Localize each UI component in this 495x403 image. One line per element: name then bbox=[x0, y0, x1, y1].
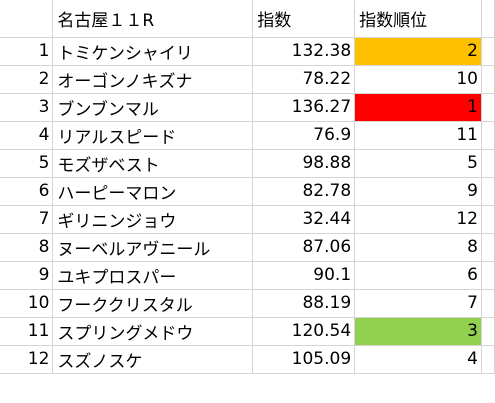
score-cell[interactable]: 76.9 bbox=[252, 121, 356, 150]
rank-cell[interactable]: 12 bbox=[354, 205, 482, 234]
horse-name-cell[interactable]: ギリニンジョウ bbox=[52, 205, 254, 234]
row-number-cell[interactable]: 11 bbox=[0, 317, 54, 346]
header-rank-cell[interactable]: 指数順位 bbox=[354, 0, 482, 38]
horse-name-cell[interactable]: ブンブンマル bbox=[52, 93, 254, 122]
table-row: 1 トミケンシャイリ 132.38 2 bbox=[0, 37, 495, 66]
score-cell[interactable]: 105.09 bbox=[252, 345, 356, 374]
empty-cell[interactable] bbox=[481, 177, 495, 206]
table-row: 4 リアルスピード 76.9 11 bbox=[0, 121, 495, 150]
empty-cell[interactable] bbox=[481, 233, 495, 262]
row-number-cell[interactable]: 1 bbox=[0, 37, 54, 66]
row-number-cell[interactable]: 6 bbox=[0, 177, 54, 206]
rank-cell[interactable]: 9 bbox=[354, 177, 482, 206]
score-cell[interactable]: 32.44 bbox=[252, 205, 356, 234]
row-number-cell[interactable]: 10 bbox=[0, 289, 54, 318]
score-cell[interactable]: 88.19 bbox=[252, 289, 356, 318]
table-row: 11 スプリングメドウ 120.54 3 bbox=[0, 317, 495, 346]
row-number-cell[interactable]: 2 bbox=[0, 65, 54, 94]
table-row: 12 スズノスケ 105.09 4 bbox=[0, 345, 495, 374]
horse-name-cell[interactable]: モズザベスト bbox=[52, 149, 254, 178]
rank-cell[interactable]: 10 bbox=[354, 65, 482, 94]
row-number-cell[interactable]: 5 bbox=[0, 149, 54, 178]
rank-cell[interactable]: 11 bbox=[354, 121, 482, 150]
empty-cell[interactable] bbox=[481, 65, 495, 94]
table-row: 5 モズザベスト 98.88 5 bbox=[0, 149, 495, 178]
horse-name-cell[interactable]: トミケンシャイリ bbox=[52, 37, 254, 66]
header-row-number-cell[interactable] bbox=[0, 0, 54, 38]
table-row: 7 ギリニンジョウ 32.44 12 bbox=[0, 205, 495, 234]
row-number-cell[interactable]: 4 bbox=[0, 121, 54, 150]
horse-name-cell[interactable]: オーゴンノキズナ bbox=[52, 65, 254, 94]
spreadsheet-grid: 名古屋１１R 指数 指数順位 1 トミケンシャイリ 132.38 2 2 オーゴンノキズナ… bbox=[0, 0, 495, 374]
empty-cell[interactable] bbox=[481, 345, 495, 374]
row-number-cell[interactable]: 7 bbox=[0, 205, 54, 234]
horse-name-cell[interactable]: リアルスピード bbox=[52, 121, 254, 150]
empty-cell[interactable] bbox=[481, 289, 495, 318]
table-row: 3 ブンブンマル 136.27 1 bbox=[0, 93, 495, 122]
empty-cell[interactable] bbox=[481, 121, 495, 150]
rank-cell[interactable]: 8 bbox=[354, 233, 482, 262]
empty-cell[interactable] bbox=[481, 0, 495, 38]
score-cell[interactable]: 132.38 bbox=[252, 37, 356, 66]
horse-name-cell[interactable]: フーククリスタル bbox=[52, 289, 254, 318]
rank-cell[interactable]: 6 bbox=[354, 261, 482, 290]
empty-cell[interactable] bbox=[481, 317, 495, 346]
row-number-cell[interactable]: 9 bbox=[0, 261, 54, 290]
row-number-cell[interactable]: 8 bbox=[0, 233, 54, 262]
empty-cell[interactable] bbox=[481, 37, 495, 66]
score-cell[interactable]: 120.54 bbox=[252, 317, 356, 346]
score-cell[interactable]: 90.1 bbox=[252, 261, 356, 290]
rank-cell[interactable]: 2 bbox=[354, 37, 482, 66]
row-number-cell[interactable]: 12 bbox=[0, 345, 54, 374]
table-row: 10 フーククリスタル 88.19 7 bbox=[0, 289, 495, 318]
empty-cell[interactable] bbox=[481, 261, 495, 290]
table-row: 8 ヌーベルアヴニール 87.06 8 bbox=[0, 233, 495, 262]
rank-cell[interactable]: 5 bbox=[354, 149, 482, 178]
empty-cell[interactable] bbox=[481, 93, 495, 122]
header-name-cell[interactable]: 名古屋１１R bbox=[52, 0, 254, 38]
table-row: 6 ハーピーマロン 82.78 9 bbox=[0, 177, 495, 206]
empty-cell[interactable] bbox=[481, 149, 495, 178]
score-cell[interactable]: 136.27 bbox=[252, 93, 356, 122]
horse-name-cell[interactable]: スズノスケ bbox=[52, 345, 254, 374]
table-row: 2 オーゴンノキズナ 78.22 10 bbox=[0, 65, 495, 94]
horse-name-cell[interactable]: ハーピーマロン bbox=[52, 177, 254, 206]
row-number-cell[interactable]: 3 bbox=[0, 93, 54, 122]
horse-name-cell[interactable]: ユキプロスパー bbox=[52, 261, 254, 290]
rank-cell[interactable]: 3 bbox=[354, 317, 482, 346]
horse-name-cell[interactable]: スプリングメドウ bbox=[52, 317, 254, 346]
empty-cell[interactable] bbox=[481, 205, 495, 234]
rank-cell[interactable]: 1 bbox=[354, 93, 482, 122]
score-cell[interactable]: 82.78 bbox=[252, 177, 356, 206]
score-cell[interactable]: 87.06 bbox=[252, 233, 356, 262]
score-cell[interactable]: 98.88 bbox=[252, 149, 356, 178]
table-row: 9 ユキプロスパー 90.1 6 bbox=[0, 261, 495, 290]
rank-cell[interactable]: 4 bbox=[354, 345, 482, 374]
header-score-cell[interactable]: 指数 bbox=[252, 0, 356, 38]
horse-name-cell[interactable]: ヌーベルアヴニール bbox=[52, 233, 254, 262]
rank-cell[interactable]: 7 bbox=[354, 289, 482, 318]
header-row: 名古屋１１R 指数 指数順位 bbox=[0, 0, 495, 38]
score-cell[interactable]: 78.22 bbox=[252, 65, 356, 94]
